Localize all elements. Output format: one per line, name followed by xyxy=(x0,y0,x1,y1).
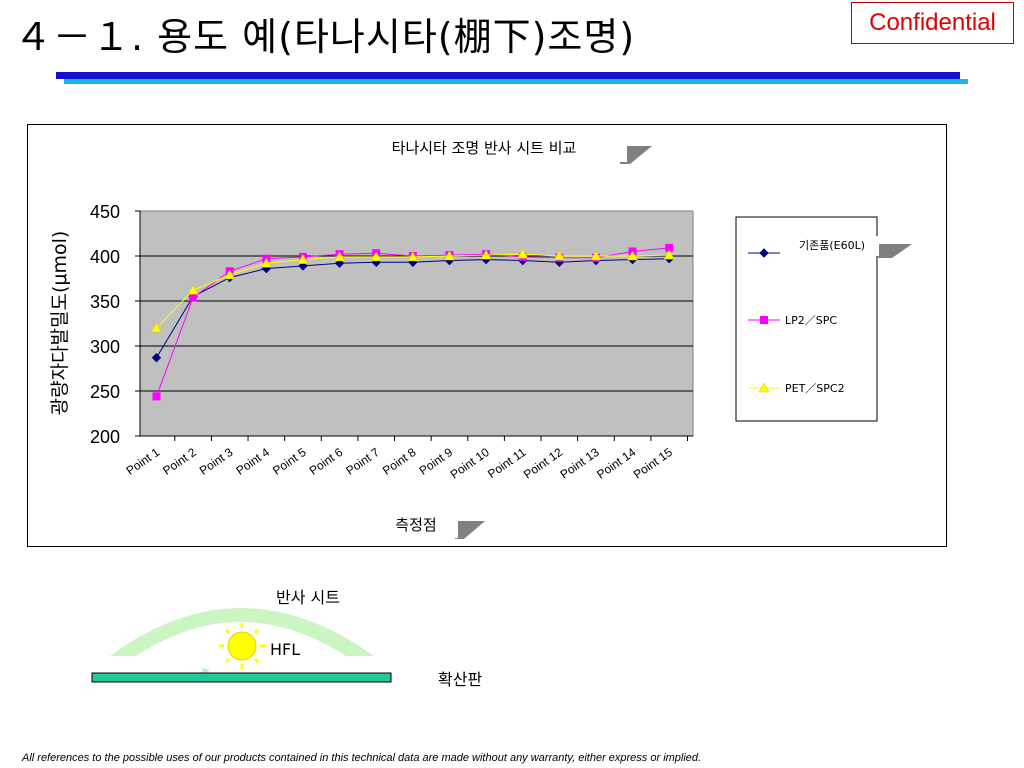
data-point xyxy=(663,249,675,260)
data-point xyxy=(553,250,565,261)
data-point xyxy=(297,254,309,264)
legend: 기존품(E60L) LP2／SPC PET／SPC2 xyxy=(748,236,912,395)
data-point xyxy=(151,352,162,363)
page-title: ４－１. 용도 예(타나시타(棚下)조명) xyxy=(14,15,636,59)
legend-label-shadow xyxy=(876,244,912,258)
data-point xyxy=(627,250,638,261)
x-axis-label: 측정점 xyxy=(395,516,436,534)
data-point xyxy=(152,392,161,401)
reflector-label: 반사 시트 xyxy=(276,588,340,607)
lamp-label: HFL xyxy=(270,640,301,659)
plot-area xyxy=(139,210,694,437)
x-axis-label-box xyxy=(376,512,458,538)
y-tick-label: 250 xyxy=(90,382,120,402)
data-point xyxy=(151,322,162,333)
data-point xyxy=(187,284,199,295)
legend-label: 기존품(E60L) xyxy=(799,239,865,252)
y-tick-label: 450 xyxy=(90,202,120,222)
x-axis-label-shadow xyxy=(455,521,485,539)
sun-icon xyxy=(219,623,265,669)
legend-label: PET／SPC2 xyxy=(785,382,845,395)
series-3 xyxy=(151,248,675,333)
data-point xyxy=(334,258,345,268)
title-underline-light xyxy=(64,79,968,84)
y-tick-label: 300 xyxy=(90,337,120,357)
disclaimer-text: All references to the possible uses of o… xyxy=(22,752,702,764)
chart-title: 타나시타 조명 반사 시트 비교 xyxy=(392,139,577,157)
data-point xyxy=(370,251,382,262)
series-layer xyxy=(151,243,675,401)
y-tick-label: 200 xyxy=(90,427,120,447)
data-point xyxy=(224,269,236,280)
y-tick-label: 400 xyxy=(90,247,120,267)
confidential-badge: Confidential xyxy=(851,2,1014,44)
data-point xyxy=(298,261,308,271)
data-point xyxy=(480,249,492,260)
diffuser-label: 확산판 xyxy=(438,670,483,689)
data-point xyxy=(334,251,346,262)
data-point xyxy=(590,250,602,261)
legend-marker xyxy=(759,248,769,258)
y-axis-label: 광량자다발밀도(μmol) xyxy=(49,231,71,416)
reflector-arc xyxy=(110,608,374,656)
title-underline-dark xyxy=(56,72,960,79)
legend-marker xyxy=(758,382,770,393)
chart-title-shadow xyxy=(620,146,652,164)
data-point xyxy=(517,248,529,259)
legend-marker xyxy=(760,316,768,324)
chart-title-box xyxy=(342,134,627,162)
y-axis: 450 400 350 300 250 200 xyxy=(90,202,141,447)
data-point xyxy=(444,250,455,261)
legend-label-box xyxy=(785,236,879,256)
legend-label: LP2／SPC xyxy=(785,314,837,327)
diffuser-plate xyxy=(91,672,392,683)
data-point xyxy=(260,257,272,268)
y-tick-label: 350 xyxy=(90,292,120,312)
data-point xyxy=(407,251,419,262)
